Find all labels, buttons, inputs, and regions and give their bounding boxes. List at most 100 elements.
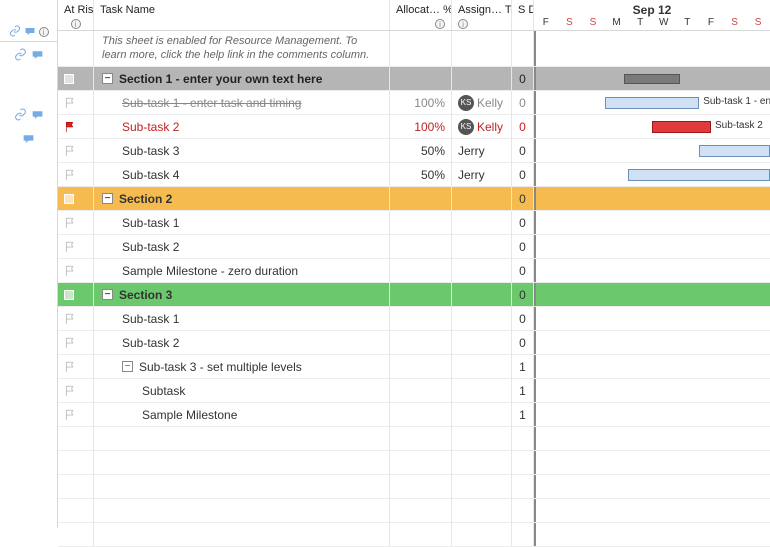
section-checkbox[interactable] bbox=[64, 74, 74, 84]
assignee[interactable]: Jerry bbox=[458, 168, 485, 182]
cell-alloc[interactable] bbox=[390, 67, 452, 90]
cell-task[interactable]: −Section 2 bbox=[94, 187, 390, 210]
gutter-row-icons[interactable] bbox=[0, 126, 57, 150]
risk-flag[interactable] bbox=[64, 360, 78, 374]
task-row[interactable]: Sub-task 2 0 bbox=[58, 235, 770, 259]
task-row[interactable]: Sub-task 350%Jerry0 bbox=[58, 139, 770, 163]
cell-alloc[interactable]: 100% bbox=[390, 115, 452, 138]
task-row[interactable]: −Sub-task 3 - set multiple levels 1 bbox=[58, 355, 770, 379]
cell-assign[interactable] bbox=[452, 331, 512, 354]
risk-flag[interactable] bbox=[64, 120, 78, 134]
cell-task[interactable]: Sub-task 3 bbox=[94, 139, 390, 162]
cell-alloc[interactable] bbox=[390, 331, 452, 354]
cell-task[interactable]: −Sub-task 3 - set multiple levels bbox=[94, 355, 390, 378]
cell-assign[interactable]: Jerry bbox=[452, 163, 512, 186]
cell-task[interactable]: Sub-task 2 bbox=[94, 331, 390, 354]
cell-date[interactable]: 0 bbox=[512, 139, 534, 162]
cell-assign[interactable]: KSKelly bbox=[452, 115, 512, 138]
cell-assign[interactable] bbox=[452, 307, 512, 330]
cell-assign[interactable] bbox=[452, 211, 512, 234]
cell-assign[interactable]: Jerry bbox=[452, 139, 512, 162]
empty-row[interactable] bbox=[58, 475, 770, 499]
risk-flag[interactable] bbox=[64, 216, 78, 230]
expander[interactable]: − bbox=[102, 193, 113, 204]
gantt-bar[interactable] bbox=[624, 74, 681, 84]
task-row[interactable]: Sub-task 1 - enter task and timing100% KS… bbox=[58, 91, 770, 115]
cell-alloc[interactable] bbox=[390, 307, 452, 330]
expander[interactable]: − bbox=[102, 289, 113, 300]
risk-flag[interactable] bbox=[64, 144, 78, 158]
gutter-row-icons[interactable] bbox=[0, 102, 57, 126]
risk-flag[interactable] bbox=[64, 336, 78, 350]
cell-date[interactable]: 0 bbox=[512, 115, 534, 138]
task-row[interactable]: Sample Milestone - zero duration0 bbox=[58, 259, 770, 283]
cell-alloc[interactable] bbox=[390, 259, 452, 282]
info-row[interactable]: This sheet is enabled for Resource Manag… bbox=[58, 31, 770, 67]
cell-date[interactable]: 1 bbox=[512, 355, 534, 378]
cell-assign[interactable] bbox=[452, 355, 512, 378]
task-row[interactable]: Sample Milestone 1 bbox=[58, 403, 770, 427]
risk-flag[interactable] bbox=[64, 408, 78, 422]
section-row[interactable]: −Section 1 - enter your own text here0 bbox=[58, 67, 770, 91]
cell-alloc[interactable] bbox=[390, 403, 452, 426]
risk-flag[interactable] bbox=[64, 264, 78, 278]
risk-flag[interactable] bbox=[64, 168, 78, 182]
cell-task[interactable]: Sample Milestone - zero duration bbox=[94, 259, 390, 282]
cell-task[interactable]: Subtask bbox=[94, 379, 390, 402]
cell-date[interactable]: 0 bbox=[512, 67, 534, 90]
cell-task[interactable]: Sub-task 2 bbox=[94, 235, 390, 258]
cell-task[interactable]: Sub-task 1 - enter task and timing bbox=[94, 91, 390, 114]
expander[interactable]: − bbox=[122, 361, 133, 372]
assignee[interactable]: KSKelly bbox=[458, 95, 503, 111]
cell-task[interactable]: Sub-task 1 bbox=[94, 307, 390, 330]
assignee[interactable]: KSKelly bbox=[458, 119, 503, 135]
cell-date[interactable]: 0 bbox=[512, 235, 534, 258]
cell-task[interactable]: Sub-task 2 bbox=[94, 115, 390, 138]
cell-date[interactable]: 0 bbox=[512, 163, 534, 186]
gutter-row-icons[interactable] bbox=[0, 42, 57, 66]
gantt-bar[interactable] bbox=[652, 121, 711, 133]
task-row[interactable]: Sub-task 1 0 bbox=[58, 211, 770, 235]
cell-alloc[interactable] bbox=[390, 187, 452, 210]
cell-alloc[interactable] bbox=[390, 31, 452, 66]
task-row[interactable]: Sub-task 10 bbox=[58, 307, 770, 331]
cell-date[interactable]: 0 bbox=[512, 283, 534, 306]
cell-task[interactable]: Sub-task 1 bbox=[94, 211, 390, 234]
task-row[interactable]: Subtask 1 bbox=[58, 379, 770, 403]
cell-assign[interactable] bbox=[452, 379, 512, 402]
cell-assign[interactable] bbox=[452, 67, 512, 90]
section-row[interactable]: −Section 3 0 bbox=[58, 283, 770, 307]
cell-assign[interactable] bbox=[452, 283, 512, 306]
cell-alloc[interactable]: 50% bbox=[390, 139, 452, 162]
cell-task[interactable]: Sub-task 4 bbox=[94, 163, 390, 186]
cell-date[interactable] bbox=[512, 31, 534, 66]
cell-date[interactable]: 1 bbox=[512, 379, 534, 402]
section-checkbox[interactable] bbox=[64, 194, 74, 204]
cell-date[interactable]: 0 bbox=[512, 331, 534, 354]
cell-assign[interactable] bbox=[452, 403, 512, 426]
cell-assign[interactable] bbox=[452, 31, 512, 66]
section-checkbox[interactable] bbox=[64, 290, 74, 300]
cell-task[interactable]: Sample Milestone bbox=[94, 403, 390, 426]
cell-alloc[interactable]: 100% bbox=[390, 91, 452, 114]
cell-task[interactable]: This sheet is enabled for Resource Manag… bbox=[94, 31, 390, 66]
cell-assign[interactable] bbox=[452, 259, 512, 282]
cell-date[interactable]: 0 bbox=[512, 211, 534, 234]
gantt-bar[interactable] bbox=[699, 145, 770, 157]
risk-flag[interactable] bbox=[64, 240, 78, 254]
cell-assign[interactable]: KSKelly bbox=[452, 91, 512, 114]
header-assign[interactable]: Assign… To i bbox=[452, 0, 512, 30]
cell-assign[interactable] bbox=[452, 235, 512, 258]
cell-assign[interactable] bbox=[452, 187, 512, 210]
header-alloc[interactable]: Allocat… % i bbox=[390, 0, 452, 30]
cell-alloc[interactable] bbox=[390, 379, 452, 402]
cell-alloc[interactable] bbox=[390, 355, 452, 378]
gantt-bar[interactable] bbox=[605, 97, 699, 109]
expander[interactable]: − bbox=[102, 73, 113, 84]
cell-task[interactable]: −Section 3 bbox=[94, 283, 390, 306]
cell-alloc[interactable]: 50% bbox=[390, 163, 452, 186]
cell-date[interactable]: 1 bbox=[512, 403, 534, 426]
cell-alloc[interactable] bbox=[390, 283, 452, 306]
cell-alloc[interactable] bbox=[390, 211, 452, 234]
header-task[interactable]: Task Name bbox=[94, 0, 390, 30]
